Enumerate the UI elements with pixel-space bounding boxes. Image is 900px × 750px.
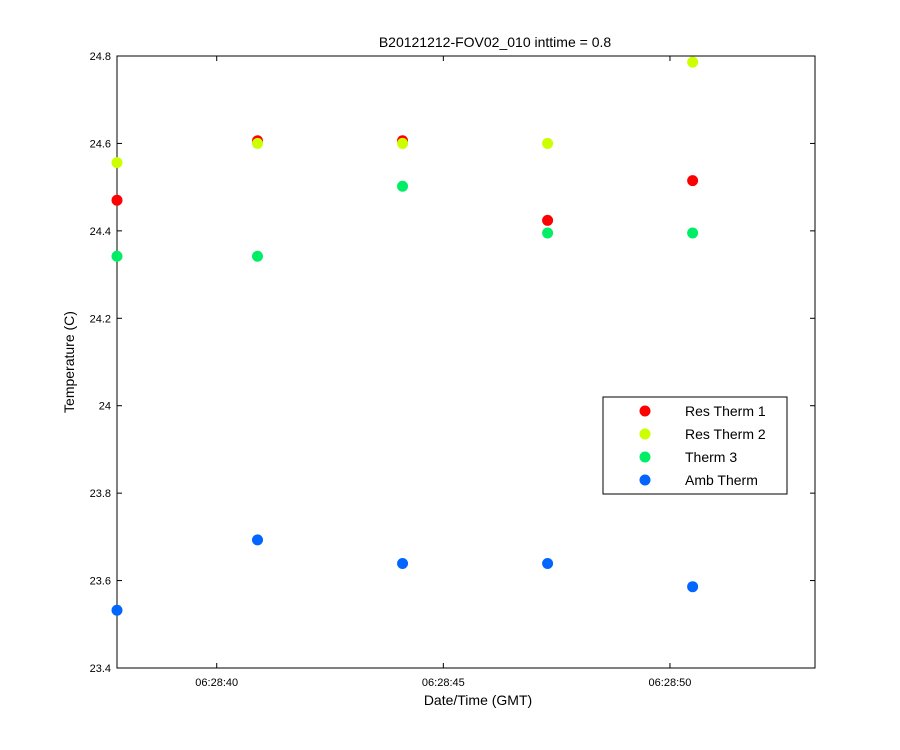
data-point (252, 534, 264, 546)
data-point (397, 558, 409, 570)
y-tick-label: 23.8 (90, 488, 111, 500)
data-point (542, 227, 554, 239)
data-point (542, 214, 554, 226)
y-tick-label: 24.4 (90, 226, 111, 238)
y-axis-label: Temperature (C) (61, 311, 77, 413)
series-therm-3 (111, 180, 699, 262)
data-point (111, 250, 123, 262)
series-amb-therm (111, 534, 699, 616)
data-point (111, 604, 123, 616)
data-point (542, 558, 554, 570)
x-tick-label: 06:28:45 (422, 677, 465, 689)
x-tick-label: 06:28:50 (649, 677, 692, 689)
legend-label: Amb Therm (685, 472, 758, 488)
data-point (397, 180, 409, 192)
x-axis: 06:28:40 06:28:45 06:28:50 (195, 56, 691, 689)
data-point (252, 137, 264, 149)
data-point (687, 175, 699, 187)
plot-area (116, 55, 816, 669)
legend-label: Res Therm 1 (685, 403, 766, 419)
data-point (542, 137, 554, 149)
data-point (111, 157, 123, 169)
legend-marker (639, 405, 651, 417)
y-tick-label: 24 (99, 401, 111, 413)
legend: Res Therm 1 Res Therm 2 Therm 3 Amb Therm (602, 396, 788, 495)
data-point (687, 581, 699, 593)
x-axis-label: Date/Time (GMT) (424, 692, 532, 708)
x-tick-label: 06:28:40 (195, 677, 238, 689)
series-res-therm-2 (111, 56, 699, 169)
legend-marker (639, 474, 651, 486)
y-tick-label: 24.6 (90, 138, 111, 150)
data-point (397, 137, 409, 149)
y-tick-label: 23.6 (90, 576, 111, 588)
data-point (687, 227, 699, 239)
legend-marker (639, 428, 651, 440)
data-point (687, 56, 699, 68)
legend-box (602, 396, 788, 495)
data-points (111, 56, 699, 616)
data-point (252, 250, 264, 262)
y-tick-label: 24.2 (90, 313, 111, 325)
legend-label: Therm 3 (685, 449, 737, 465)
y-axis: 23.4 23.6 23.8 24 24.2 24.4 24.6 24.8 (90, 51, 815, 675)
data-point (111, 194, 123, 206)
legend-label: Res Therm 2 (685, 426, 766, 442)
y-tick-label: 24.8 (90, 51, 111, 63)
chart-title: B20121212-FOV02_010 inttime = 0.8 (379, 34, 612, 50)
legend-marker (639, 451, 651, 463)
y-tick-label: 23.4 (90, 663, 111, 675)
